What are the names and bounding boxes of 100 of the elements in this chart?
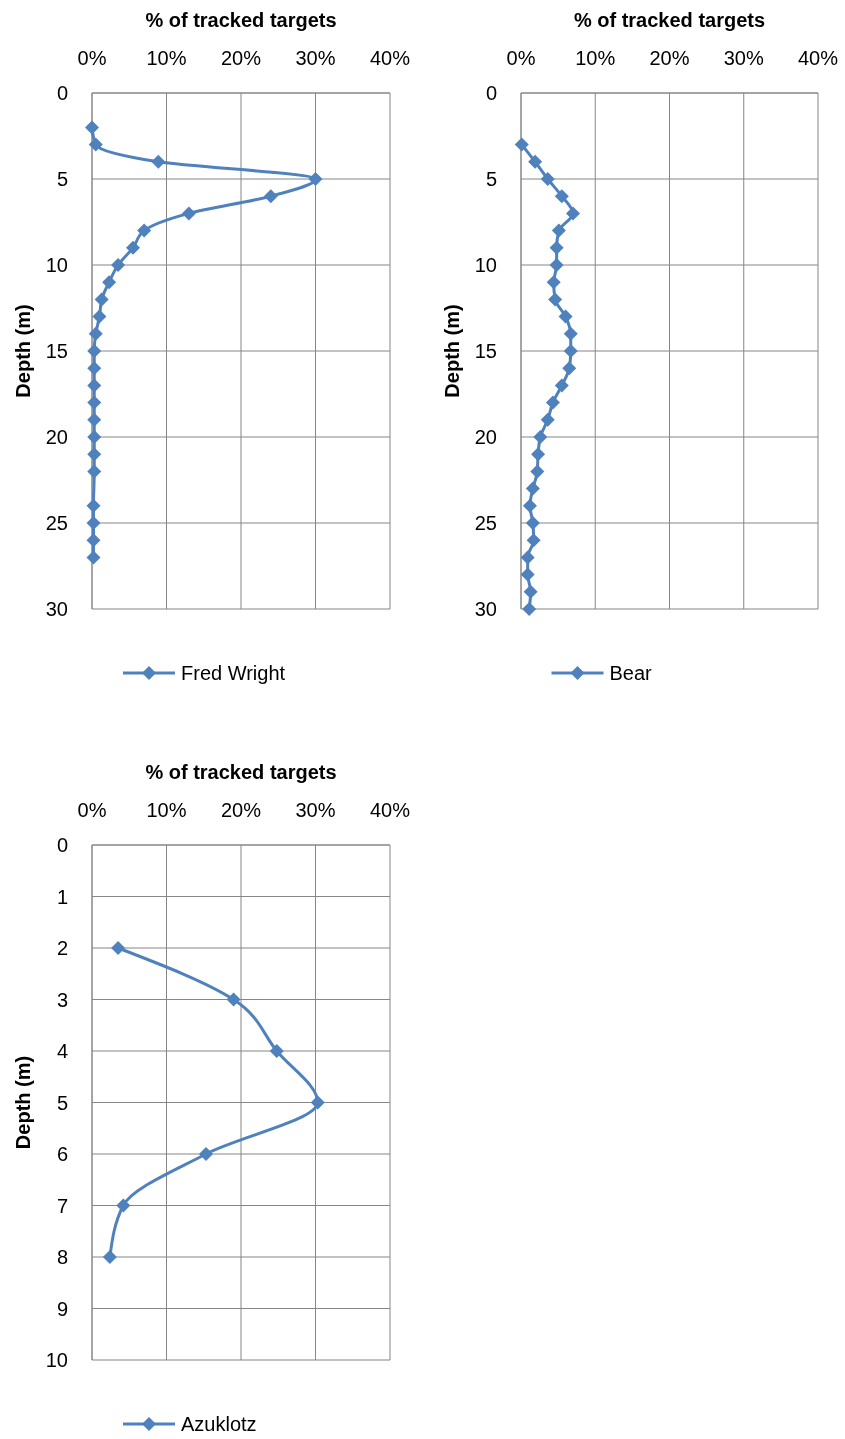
point [102,1250,117,1264]
point [87,464,102,479]
legend-label: Azuklotz [181,1413,257,1435]
y-tick-label: 15 [474,340,497,362]
point [554,378,569,393]
point [526,533,541,548]
point [548,292,563,307]
point [531,447,546,462]
point [111,258,126,272]
y-axis-title: Depth (m) [12,304,34,398]
x-tick-label: 40% [797,47,839,69]
x-tick-label: 20% [220,799,262,821]
y-tick-label: 7 [56,1194,68,1217]
y-tick-label: 0 [485,82,497,104]
y-tick-label: 3 [56,988,68,1011]
point [151,154,166,169]
point [86,550,101,565]
y-tick-label: 5 [485,168,497,190]
x-tick-label: 0% [77,47,107,69]
point [88,326,103,341]
point [563,326,578,341]
point [551,223,566,238]
point [308,172,323,186]
point [522,498,537,513]
x-tick-label: 20% [649,47,690,69]
y-tick-label: 8 [56,1246,68,1268]
x-axis-title: % of tracked targets [145,761,337,783]
y-tick-label: 5 [56,1091,68,1114]
y-tick-label: 2 [56,937,68,959]
point [94,292,109,307]
point [263,189,278,204]
legend-label: Fred Wright [181,662,286,684]
y-tick-label: 10 [474,254,497,276]
point [86,516,101,530]
point [87,447,102,462]
point [87,344,102,358]
y-tick-label: 4 [56,1040,68,1062]
point [540,172,555,186]
point [85,120,99,135]
point [102,275,117,290]
point [520,550,535,565]
point [87,395,102,410]
y-tick-label: 0 [56,834,68,856]
point [522,602,537,616]
point [86,533,101,548]
point [87,378,102,393]
point [181,206,196,221]
point [111,941,126,955]
x-tick-label: 0% [506,47,536,69]
point [520,567,535,582]
point [558,309,573,324]
point [86,498,101,513]
y-tick-label: 10 [45,1349,68,1371]
point [514,137,529,152]
y-tick-label: 25 [45,512,68,534]
x-tick-label: 40% [369,799,411,821]
y-tick-label: 20 [45,426,68,448]
point [116,1198,131,1213]
point [549,258,564,272]
point [269,1044,284,1058]
x-tick-label: 10% [146,47,187,69]
legend-label: Bear [609,662,653,684]
x-tick-label: 10% [146,799,187,821]
x-tick-label: 40% [369,47,411,69]
point [125,240,140,255]
y-tick-label: 15 [45,340,68,362]
y-tick-label: 30 [45,598,68,620]
point [530,464,545,479]
x-tick-label: 30% [295,47,336,69]
point [549,240,564,255]
x-tick-label: 30% [723,47,764,69]
point [546,275,561,290]
point [525,516,540,530]
point [525,481,540,496]
point [523,584,538,599]
point [226,992,241,1007]
point [88,137,103,152]
point [310,1095,325,1110]
y-tick-label: 0 [56,82,68,104]
point [540,412,555,427]
point [562,361,577,376]
x-tick-label: 10% [575,47,616,69]
point [92,309,107,324]
y-tick-label: 20 [474,426,497,448]
point [528,154,543,169]
y-tick-label: 9 [56,1297,68,1320]
point [565,206,580,221]
x-tick-label: 0% [77,799,107,821]
x-tick-label: 20% [220,47,262,69]
point [533,430,548,444]
y-axis-title: Depth (m) [441,304,463,398]
x-axis-title: % of tracked targets [145,9,337,31]
point [87,361,102,376]
y-tick-label: 5 [56,168,68,190]
y-tick-label: 30 [474,598,497,620]
y-tick-label: 6 [56,1143,68,1165]
point [563,344,578,358]
point [198,1147,213,1161]
y-tick-label: 1 [56,885,68,908]
x-tick-label: 30% [295,799,336,821]
